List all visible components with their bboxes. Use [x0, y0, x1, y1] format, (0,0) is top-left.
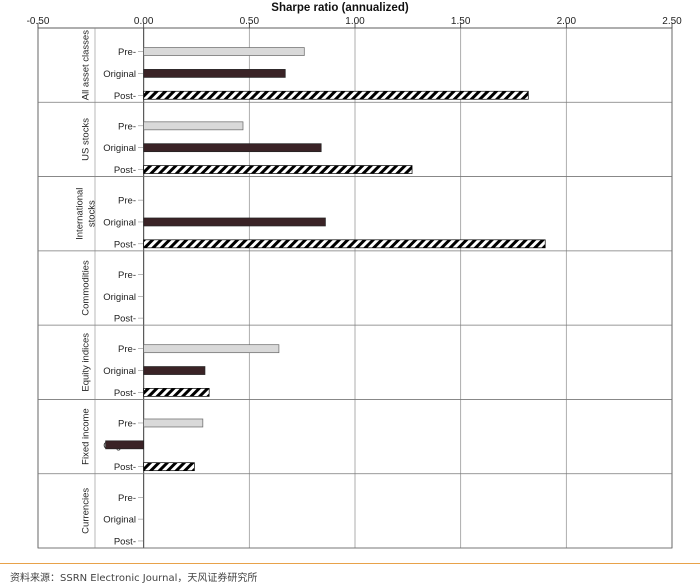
bar-original — [143, 143, 322, 153]
bar-pre — [143, 344, 280, 354]
bar-original — [143, 366, 206, 375]
group-label: All asset classes — [81, 30, 92, 100]
x-tick-label: 0.50 — [240, 16, 260, 27]
bar-original — [143, 69, 286, 78]
group-label: Commodities — [81, 260, 92, 316]
group-label: Currencies — [81, 488, 92, 534]
group-label: Equity indices — [81, 333, 92, 392]
series-label: Original — [103, 69, 136, 80]
series-label: Pre- — [118, 493, 136, 504]
category-groups: All asset classes Pre- Original Post- US sto… — [38, 28, 672, 549]
group-label: Fixed income — [81, 408, 92, 465]
x-tick-label: 1.50 — [451, 16, 471, 27]
series-label: Post- — [114, 91, 136, 102]
series-label: Post- — [114, 165, 136, 176]
series-label: Pre- — [118, 121, 136, 132]
series-label: Post- — [114, 239, 136, 250]
series-label: Post- — [114, 462, 136, 473]
group-label: stocks — [87, 200, 98, 227]
bars — [105, 47, 546, 472]
source-note: 资料来源：SSRN Electronic Journal，天风证券研究所 — [10, 573, 258, 584]
x-tick-label: 0.00 — [134, 16, 154, 27]
x-tick-label: -0.50 — [27, 16, 50, 27]
series-label: Original — [103, 515, 136, 526]
x-tick-label: 2.00 — [557, 16, 577, 27]
group-label: International — [75, 188, 86, 240]
series-label: Post- — [114, 536, 136, 547]
bar-post — [143, 462, 195, 472]
series-label: Pre- — [118, 47, 136, 58]
series-label: Post- — [114, 388, 136, 399]
bar-original — [143, 217, 326, 227]
bar-pre — [143, 47, 305, 56]
bar-original — [105, 440, 145, 450]
bar-pre — [143, 121, 244, 131]
chart-title: Sharpe ratio (annualized) — [271, 2, 409, 14]
bar-post — [143, 388, 210, 397]
series-label: Pre- — [118, 344, 136, 355]
x-tick-label: 2.50 — [662, 16, 682, 27]
bar-post — [143, 165, 413, 174]
bar-post — [143, 239, 546, 249]
footer-rule — [0, 563, 700, 564]
series-label: Pre- — [118, 270, 136, 281]
series-label: Original — [103, 366, 136, 377]
group-label: US stocks — [81, 118, 92, 161]
gridlines — [37, 27, 673, 549]
series-label: Pre- — [118, 418, 136, 429]
x-axis-ticks: -0.50 0.00 0.50 1.00 1.50 2.00 2.50 — [27, 16, 682, 29]
series-label: Original — [103, 143, 136, 154]
series-label: Pre- — [118, 196, 136, 207]
series-label: Post- — [114, 314, 136, 325]
series-label: Original — [103, 217, 136, 228]
x-tick-label: 1.00 — [345, 16, 365, 27]
bar-post — [143, 90, 529, 100]
bar-pre — [143, 418, 204, 428]
sharpe-ratio-chart: Sharpe ratio (annualized) -0.50 0.00 0.50 1… — [27, 2, 682, 549]
series-label: Original — [103, 292, 136, 303]
